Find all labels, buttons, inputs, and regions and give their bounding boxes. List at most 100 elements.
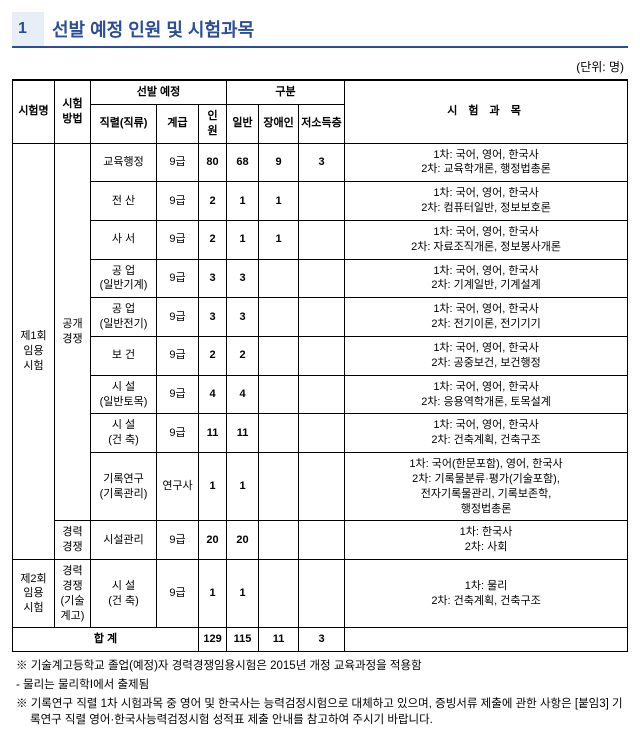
- cell-subjects: 1차: 한국사2차: 사회: [345, 521, 628, 560]
- cell-total-lowincome: 3: [299, 628, 345, 652]
- section-title: 선발 예정 인원 및 시험과목: [44, 12, 628, 48]
- cell-series: 시 설(건 축): [91, 414, 157, 453]
- table-row: 제2회임용시험경력경쟁(기술계고)시 설(건 축)9급111차: 물리2차: 건…: [13, 560, 628, 628]
- cell-general: 3: [227, 259, 259, 298]
- cell-series: 공 업(일반기계): [91, 259, 157, 298]
- cell-total-count: 129: [199, 628, 227, 652]
- cell-series: 기록연구(기록관리): [91, 453, 157, 521]
- cell-disabled: [259, 298, 299, 337]
- table-row: 경력경쟁시설관리9급20201차: 한국사2차: 사회: [13, 521, 628, 560]
- cell-method: 공개경쟁: [55, 143, 91, 521]
- cell-grade: 9급: [157, 182, 199, 221]
- cell-lowincome: [299, 182, 345, 221]
- footnotes: ※ 기술계고등학교 졸업(예정)자 경력경쟁임용시험은 2015년 개정 교육과…: [12, 658, 628, 729]
- cell-subjects: 1차: 국어, 영어, 한국사2차: 응용역학개론, 토목설계: [345, 375, 628, 414]
- cell-series: 시설관리: [91, 521, 157, 560]
- cell-subjects: 1차: 국어, 영어, 한국사2차: 컴퓨터일반, 정보보호론: [345, 182, 628, 221]
- section-number: 1: [12, 12, 44, 48]
- cell-disabled: [259, 560, 299, 628]
- cell-total-empty: [345, 628, 628, 652]
- cell-disabled: [259, 453, 299, 521]
- table-row: 공 업(일반기계)9급331차: 국어, 영어, 한국사2차: 기계일반, 기계…: [13, 259, 628, 298]
- cell-grade: 9급: [157, 521, 199, 560]
- th-exam-method: 시험방법: [55, 80, 91, 143]
- th-subjects: 시 험 과 목: [345, 80, 628, 143]
- th-selection: 선발 예정: [91, 80, 227, 104]
- cell-disabled: [259, 259, 299, 298]
- cell-method: 경력경쟁: [55, 521, 91, 560]
- cell-count: 3: [199, 298, 227, 337]
- cell-general: 20: [227, 521, 259, 560]
- table-row: 시 설(건 축)9급11111차: 국어, 영어, 한국사2차: 건축계획, 건…: [13, 414, 628, 453]
- section-heading: 1 선발 예정 인원 및 시험과목: [12, 12, 628, 48]
- footnote-line: - 물리는 물리학Ⅰ에서 출제됨: [16, 677, 624, 694]
- cell-general: 1: [227, 182, 259, 221]
- cell-total-disabled: 11: [259, 628, 299, 652]
- cell-general: 2: [227, 336, 259, 375]
- cell-grade: 9급: [157, 259, 199, 298]
- cell-lowincome: [299, 560, 345, 628]
- cell-disabled: 1: [259, 220, 299, 259]
- table-row: 시 설(일반토목)9급441차: 국어, 영어, 한국사2차: 응용역학개론, …: [13, 375, 628, 414]
- cell-subjects: 1차: 국어, 영어, 한국사2차: 전기이론, 전기기기: [345, 298, 628, 337]
- th-disabled: 장애인: [259, 104, 299, 143]
- cell-subjects: 1차: 국어, 영어, 한국사2차: 건축계획, 건축구조: [345, 414, 628, 453]
- cell-series: 사 서: [91, 220, 157, 259]
- cell-count: 4: [199, 375, 227, 414]
- cell-series: 시 설(건 축): [91, 560, 157, 628]
- cell-count: 1: [199, 560, 227, 628]
- cell-disabled: [259, 414, 299, 453]
- cell-exam-name: 제1회임용시험: [13, 143, 55, 560]
- cell-grade: 9급: [157, 414, 199, 453]
- cell-total-label: 합 계: [13, 628, 199, 652]
- table-row: 보 건9급221차: 국어, 영어, 한국사2차: 공중보건, 보건행정: [13, 336, 628, 375]
- cell-count: 2: [199, 336, 227, 375]
- th-general: 일반: [227, 104, 259, 143]
- cell-general: 4: [227, 375, 259, 414]
- cell-count: 11: [199, 414, 227, 453]
- cell-grade: 9급: [157, 375, 199, 414]
- cell-total-general: 115: [227, 628, 259, 652]
- cell-general: 11: [227, 414, 259, 453]
- cell-lowincome: [299, 220, 345, 259]
- table-row: 제1회임용시험공개경쟁교육행정9급8068931차: 국어, 영어, 한국사2차…: [13, 143, 628, 182]
- table-row: 공 업(일반전기)9급331차: 국어, 영어, 한국사2차: 전기이론, 전기…: [13, 298, 628, 337]
- cell-lowincome: 3: [299, 143, 345, 182]
- cell-series: 공 업(일반전기): [91, 298, 157, 337]
- footnote-line: ※ 기록연구 직렬 1차 시험과목 중 영어 및 한국사는 능력검정시험으로 대…: [16, 696, 624, 729]
- th-grade: 계급: [157, 104, 199, 143]
- cell-subjects: 1차: 국어, 영어, 한국사2차: 공중보건, 보건행정: [345, 336, 628, 375]
- cell-grade: 9급: [157, 143, 199, 182]
- total-row: 합 계129115113: [13, 628, 628, 652]
- cell-subjects: 1차: 물리2차: 건축계획, 건축구조: [345, 560, 628, 628]
- cell-exam-name: 제2회임용시험: [13, 560, 55, 628]
- cell-lowincome: [299, 375, 345, 414]
- table-row: 기록연구(기록관리)연구사111차: 국어(한문포함), 영어, 한국사2차: …: [13, 453, 628, 521]
- cell-general: 1: [227, 453, 259, 521]
- table-header: 시험명 시험방법 선발 예정 구분 시 험 과 목 직렬(직류) 계급 인원 일…: [13, 80, 628, 143]
- table-body: 제1회임용시험공개경쟁교육행정9급8068931차: 국어, 영어, 한국사2차…: [13, 143, 628, 652]
- cell-count: 3: [199, 259, 227, 298]
- unit-label: (단위: 명): [12, 58, 624, 75]
- cell-series: 전 산: [91, 182, 157, 221]
- cell-series: 교육행정: [91, 143, 157, 182]
- cell-grade: 9급: [157, 336, 199, 375]
- th-count: 인원: [199, 104, 227, 143]
- cell-subjects: 1차: 국어, 영어, 한국사2차: 교육학개론, 행정법총론: [345, 143, 628, 182]
- cell-disabled: 9: [259, 143, 299, 182]
- footnote-line: ※ 기술계고등학교 졸업(예정)자 경력경쟁임용시험은 2015년 개정 교육과…: [16, 658, 624, 675]
- cell-general: 1: [227, 220, 259, 259]
- th-exam-name: 시험명: [13, 80, 55, 143]
- cell-general: 1: [227, 560, 259, 628]
- cell-count: 20: [199, 521, 227, 560]
- cell-lowincome: [299, 259, 345, 298]
- cell-count: 2: [199, 182, 227, 221]
- cell-lowincome: [299, 336, 345, 375]
- cell-lowincome: [299, 414, 345, 453]
- cell-count: 1: [199, 453, 227, 521]
- cell-lowincome: [299, 453, 345, 521]
- selection-table: 시험명 시험방법 선발 예정 구분 시 험 과 목 직렬(직류) 계급 인원 일…: [12, 79, 628, 652]
- cell-grade: 9급: [157, 220, 199, 259]
- th-lowincome: 저소득층: [299, 104, 345, 143]
- table-row: 사 서9급2111차: 국어, 영어, 한국사2차: 자료조직개론, 정보봉사개…: [13, 220, 628, 259]
